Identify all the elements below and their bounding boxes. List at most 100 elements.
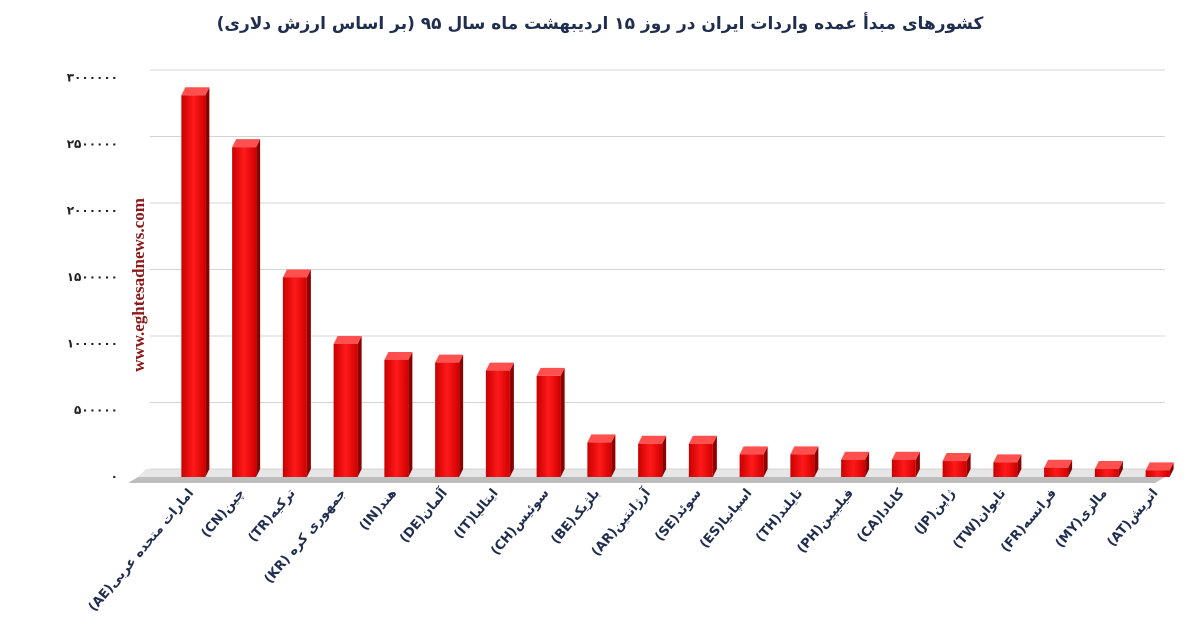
bar-top bbox=[942, 453, 971, 462]
bar bbox=[790, 446, 819, 477]
bar-top bbox=[841, 451, 870, 460]
y-tick-label: ۱۰۰۰۰۰۰ bbox=[67, 337, 118, 351]
x-tick-label: اتریش(AT) bbox=[1105, 486, 1162, 550]
bar bbox=[891, 451, 920, 477]
bar-top bbox=[638, 435, 667, 444]
chart-title: کشورهای مبدأ عمده واردات ایران در روز ۱۵… bbox=[217, 12, 984, 34]
x-tick-label: چین(CN) bbox=[199, 486, 248, 541]
bar-front bbox=[435, 362, 460, 477]
x-tick-label: مالزی(MY) bbox=[1053, 486, 1111, 551]
bar-top bbox=[485, 362, 514, 371]
bar-top bbox=[891, 451, 920, 460]
bar-front bbox=[587, 442, 612, 477]
x-tick-label: کانادا(CA) bbox=[854, 486, 907, 546]
bar-side bbox=[611, 434, 616, 477]
bar-side bbox=[256, 139, 261, 477]
x-tick-label: ایتالیا(IT) bbox=[451, 486, 501, 542]
y-tick-label: ۲۰۰۰۰۰۰ bbox=[67, 204, 118, 218]
bar bbox=[1044, 459, 1073, 477]
x-tick-label: بلژیک(BE) bbox=[548, 486, 603, 547]
bar-top bbox=[1145, 462, 1174, 471]
floor bbox=[128, 477, 1165, 483]
bar-top bbox=[739, 446, 768, 455]
bar-top bbox=[384, 351, 413, 360]
bar-side bbox=[915, 451, 920, 477]
bar-top bbox=[1044, 459, 1073, 468]
y-tick-label: ۱۵۰۰۰۰۰ bbox=[67, 270, 118, 284]
bar-side bbox=[662, 435, 667, 477]
bar-front bbox=[790, 454, 815, 477]
bar-front bbox=[1094, 469, 1119, 477]
bar-front bbox=[1145, 470, 1170, 477]
bar-side bbox=[1118, 461, 1123, 477]
bar bbox=[1094, 461, 1123, 477]
bar-side bbox=[408, 351, 413, 477]
bar-side bbox=[712, 435, 717, 477]
bar-top bbox=[587, 434, 616, 443]
bar-side bbox=[1017, 454, 1022, 477]
x-tick-label: ترکیه(TR) bbox=[246, 486, 299, 545]
bar-top bbox=[1094, 461, 1123, 470]
bar-front bbox=[1044, 467, 1069, 477]
bar-side bbox=[1169, 462, 1174, 477]
bar-side bbox=[306, 269, 311, 477]
bar-front bbox=[282, 277, 307, 477]
bar bbox=[485, 362, 514, 477]
bar bbox=[942, 453, 971, 477]
bar bbox=[181, 87, 210, 477]
bar-side bbox=[966, 453, 971, 477]
bar-front bbox=[485, 370, 510, 477]
bar bbox=[536, 367, 565, 477]
bar bbox=[688, 435, 717, 477]
bar-top bbox=[181, 87, 210, 96]
x-tick-label: آلمان(DE) bbox=[396, 484, 452, 546]
bar-side bbox=[763, 446, 768, 477]
bar bbox=[333, 336, 362, 477]
bar bbox=[1145, 462, 1174, 477]
bar-top bbox=[688, 435, 717, 444]
bar-front bbox=[739, 454, 764, 477]
bar-front bbox=[942, 461, 967, 477]
bar bbox=[841, 451, 870, 477]
bar-side bbox=[865, 451, 870, 477]
bar-side bbox=[459, 354, 464, 477]
bar-side bbox=[357, 336, 362, 477]
bar bbox=[587, 434, 616, 477]
bar bbox=[739, 446, 768, 477]
bar-front bbox=[536, 375, 561, 477]
bar-side bbox=[1068, 459, 1073, 477]
y-tick-label: ۳۰۰۰۰۰۰ bbox=[67, 71, 118, 85]
watermark: www.eghtesadnews.com bbox=[129, 198, 148, 372]
bar-front bbox=[232, 147, 257, 477]
x-tick-label: امارات متحده عربی(AE) bbox=[86, 486, 197, 615]
bar-front bbox=[384, 359, 409, 477]
bar-top bbox=[282, 269, 311, 278]
bar-side bbox=[560, 367, 565, 477]
y-tick-label: ۵۰۰۰۰۰ bbox=[74, 403, 118, 417]
x-tick-label: سوئد(SE) bbox=[652, 486, 704, 544]
y-tick-label: ۲۵۰۰۰۰۰ bbox=[67, 137, 118, 151]
bar-front bbox=[841, 459, 866, 477]
bar-front bbox=[891, 459, 916, 477]
bar-front bbox=[688, 443, 713, 477]
bar-front bbox=[181, 95, 206, 477]
bar bbox=[232, 139, 261, 477]
bar bbox=[384, 351, 413, 477]
bar-top bbox=[232, 139, 261, 148]
bar bbox=[638, 435, 667, 477]
bar-side bbox=[814, 446, 819, 477]
bar bbox=[993, 454, 1022, 477]
bar-side bbox=[509, 362, 514, 477]
bar bbox=[282, 269, 311, 477]
bar-top bbox=[993, 454, 1022, 463]
x-tick-label: هند(IN) bbox=[357, 486, 400, 534]
x-tick-label: ژاپن(JP) bbox=[912, 486, 959, 538]
bar-side bbox=[205, 87, 210, 477]
y-tick-label: ۰ bbox=[111, 470, 118, 484]
bar-front bbox=[333, 344, 358, 477]
bar-front bbox=[993, 462, 1018, 477]
bar-top bbox=[333, 336, 362, 344]
x-tick-label: اسپانیا(ES) bbox=[697, 486, 755, 551]
x-tick-label: تایلند(TH) bbox=[753, 486, 806, 545]
